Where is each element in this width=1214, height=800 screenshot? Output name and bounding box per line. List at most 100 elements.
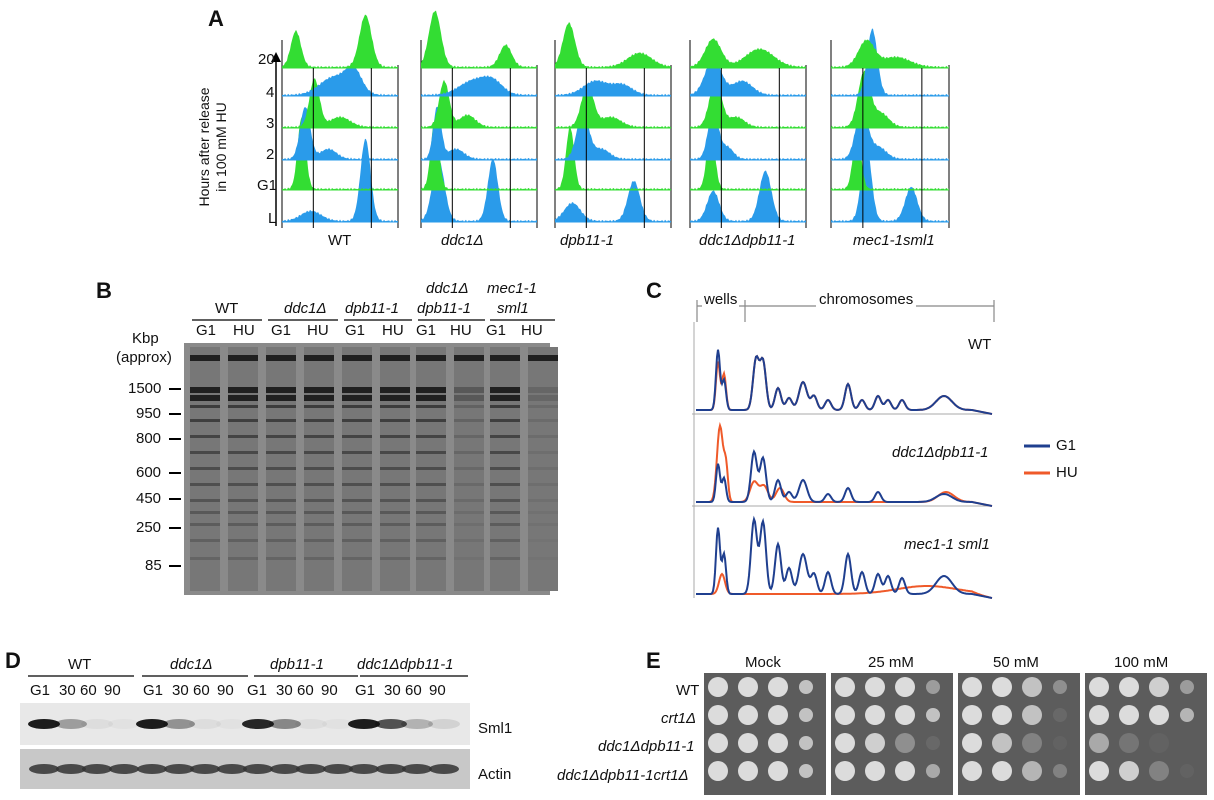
western-blot	[20, 703, 470, 789]
spot-2-3-2	[1022, 761, 1042, 781]
band-0-4	[190, 419, 220, 422]
trace-mec1sml1-g1	[696, 515, 993, 599]
band-2-8	[266, 483, 296, 486]
band-9-0	[528, 355, 558, 361]
spot-1-1-1	[865, 705, 885, 725]
group-label-ddc1: ddc1Δ	[284, 300, 327, 317]
lane-label-4: G1	[345, 322, 366, 339]
lane-label-9: HU	[521, 322, 543, 339]
e-strain-crt1: crt1Δ	[661, 710, 697, 727]
band-2-3	[266, 405, 296, 408]
band-2-2	[266, 395, 296, 401]
band-6-0	[416, 355, 446, 361]
d-group-ddc1dpb11: ddc1Δdpb11-1	[357, 656, 454, 673]
band-3-13	[304, 557, 334, 560]
band-5-3	[380, 405, 410, 408]
histogram-3-row-0	[690, 38, 806, 68]
spot-3-3-3	[1180, 764, 1194, 778]
spot-0-0-1	[738, 677, 758, 697]
spot-1-1-3	[926, 708, 940, 722]
spot-0-2-2	[768, 733, 788, 753]
e-strain-wt: WT	[676, 682, 700, 699]
spot-2-1-1	[992, 705, 1012, 725]
sml1-band-8	[242, 719, 274, 729]
row-label-20: 20	[258, 51, 275, 68]
histogram-3-row-3	[690, 107, 806, 160]
timepoint-label-3-0: G1	[355, 682, 376, 699]
band-9-7	[528, 467, 558, 470]
spot-3-0-0	[1089, 677, 1109, 697]
band-1-12	[228, 539, 258, 542]
sml1-band-5	[163, 719, 195, 729]
band-2-7	[266, 467, 296, 470]
marker-950: 950	[136, 405, 162, 422]
band-3-2	[304, 395, 334, 401]
lane-label-7: HU	[450, 322, 472, 339]
timepoint-label-0-3: 90	[104, 682, 121, 699]
actin-band-2	[82, 764, 112, 774]
band-7-2	[454, 395, 484, 401]
band-1-8	[228, 483, 258, 486]
timepoint-label-1-0: G1	[143, 682, 164, 699]
band-2-11	[266, 523, 296, 526]
band-2-5	[266, 435, 296, 438]
band-4-13	[342, 557, 372, 560]
trace-ddc1dpb11-g1	[696, 448, 993, 507]
d-group-wt: WT	[68, 656, 92, 673]
band-2-10	[266, 511, 296, 514]
sml1-band-0	[28, 719, 60, 729]
band-2-4	[266, 419, 296, 422]
trace-wt-g1	[696, 349, 993, 415]
band-3-7	[304, 467, 334, 470]
spot-3-3-1	[1119, 761, 1139, 781]
band-8-8	[490, 483, 520, 486]
spot-0-1-1	[738, 705, 758, 725]
band-6-9	[416, 499, 446, 502]
band-9-11	[528, 523, 558, 526]
band-3-8	[304, 483, 334, 486]
spot-2-2-3	[1053, 736, 1067, 750]
band-1-1	[228, 387, 258, 393]
actin-band-14	[402, 764, 432, 774]
band-1-3	[228, 405, 258, 408]
histogram-4-row-3	[831, 106, 949, 160]
band-7-13	[454, 557, 484, 560]
band-8-3	[490, 405, 520, 408]
band-6-5	[416, 435, 446, 438]
spot-2-3-3	[1053, 764, 1067, 778]
band-3-12	[304, 539, 334, 542]
spot-3-0-2	[1149, 677, 1169, 697]
row-label-2: 2	[266, 146, 275, 163]
band-1-6	[228, 451, 258, 454]
spot-0-0-0	[708, 677, 728, 697]
spot-0-3-3	[799, 764, 813, 778]
band-5-6	[380, 451, 410, 454]
group-label-dpb11: dpb11-1	[345, 300, 399, 317]
band-0-6	[190, 451, 220, 454]
spot-1-2-2	[895, 733, 915, 753]
spot-0-2-3	[799, 736, 813, 750]
spot-1-0-3	[926, 680, 940, 694]
timepoint-label-3-1: 30	[384, 682, 401, 699]
band-6-3	[416, 405, 446, 408]
band-2-0	[266, 355, 296, 361]
spot-1-2-0	[835, 733, 855, 753]
band-4-0	[342, 355, 372, 361]
band-4-1	[342, 387, 372, 393]
marker-450: 450	[136, 490, 162, 507]
band-7-4	[454, 419, 484, 422]
actin-band-11	[323, 764, 353, 774]
spot-0-1-3	[799, 708, 813, 722]
actin-band-12	[349, 764, 379, 774]
trace-label-wt: WT	[968, 336, 992, 353]
band-9-4	[528, 419, 558, 422]
spot-0-0-3	[799, 680, 813, 694]
legend-g1: G1	[1056, 437, 1077, 454]
spot-1-3-1	[865, 761, 885, 781]
spot-2-1-0	[962, 705, 982, 725]
band-1-5	[228, 435, 258, 438]
sml1-band-12	[348, 719, 380, 729]
legend-swatches-c	[1024, 444, 1050, 475]
band-2-6	[266, 451, 296, 454]
d-group-dpb11: dpb11-1	[270, 656, 324, 673]
